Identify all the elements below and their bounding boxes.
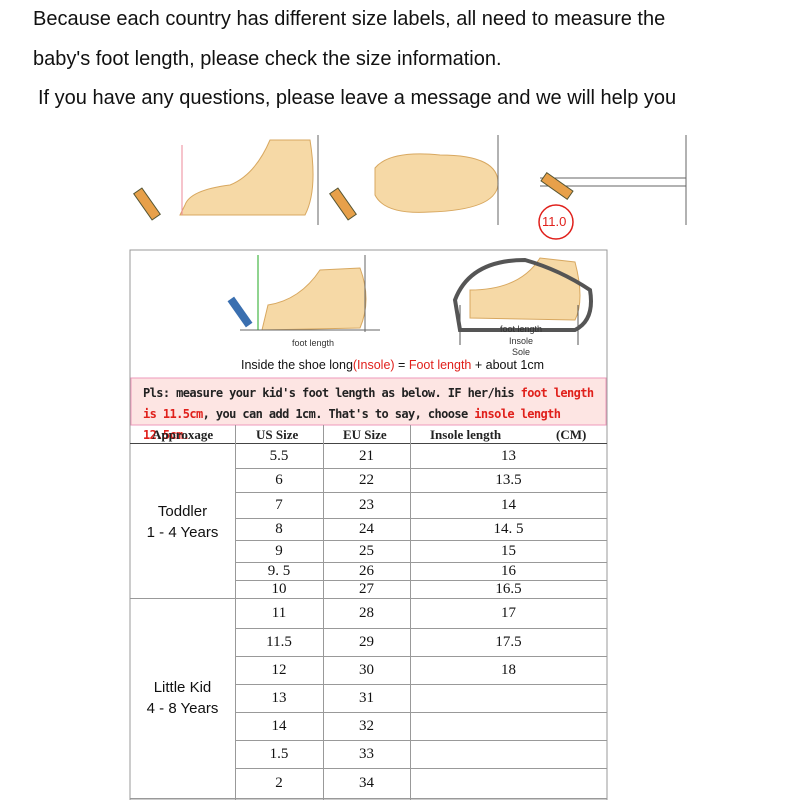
table-cell: 28	[359, 604, 374, 621]
diagram-label: foot length	[292, 338, 335, 348]
table-cell: 25	[359, 542, 374, 559]
rule	[130, 598, 607, 599]
table-header: Insole length	[430, 427, 502, 442]
diagram-label: Insole	[509, 336, 534, 346]
notice-part: insole length 12.5cm.	[143, 407, 561, 442]
table-cell: 24	[359, 520, 374, 537]
table-cell: 9. 5	[267, 562, 291, 579]
table-cell: 13	[501, 448, 516, 464]
diagram-label: Sole	[512, 347, 531, 357]
table-header: EU Size	[343, 427, 387, 442]
rule	[235, 518, 607, 519]
table-cell: 33	[359, 745, 374, 762]
table-cell: 8	[275, 520, 283, 537]
table-cell: 32	[359, 717, 374, 734]
table-cell: 29	[359, 633, 374, 650]
measure-value: 11.0	[542, 214, 567, 229]
table-cell: 11	[271, 604, 287, 621]
group-label: Little Kid 4 - 8 Years	[130, 677, 235, 719]
table-cell: 30	[359, 661, 374, 678]
table-header: (CM)	[556, 427, 587, 442]
notice-part: , you can add 1cm. That's to say, choose	[202, 407, 475, 421]
notice: Pls: measure your kid's foot length as b…	[143, 383, 603, 446]
rule	[130, 798, 607, 799]
rule	[235, 425, 236, 800]
table-cell: 27	[359, 580, 374, 597]
table-cell: 7	[275, 496, 283, 513]
header-line: Because each country has different size …	[33, 8, 666, 30]
rule	[235, 768, 607, 769]
rule	[235, 740, 607, 741]
table-cell: 23	[359, 496, 374, 513]
rule	[235, 562, 607, 563]
table-cell: 12	[271, 661, 287, 678]
table-cell: 26	[359, 562, 374, 579]
diagram-label: foot length	[500, 324, 543, 334]
formula-part: Foot length	[408, 358, 472, 372]
table-cell: 9	[275, 542, 283, 559]
notice-part: Pls: measure your kid's foot length as b…	[143, 386, 521, 400]
formula: Inside the shoe long(Insole) = Foot leng…	[241, 358, 544, 372]
group-label-line: 1 - 4 Years	[146, 523, 219, 541]
table-header: US Size	[256, 427, 299, 442]
table-cell: 14	[501, 496, 516, 513]
rule	[235, 580, 607, 581]
rule	[235, 656, 607, 657]
table-cell: 17	[501, 604, 516, 621]
table-header: Approxage	[152, 427, 214, 442]
table-cell: 21	[359, 448, 374, 464]
table-cell: 13.5	[495, 471, 522, 488]
group-label: Toddler 1 - 4 Years	[130, 501, 235, 543]
formula-part: + about 1cm	[471, 358, 544, 372]
formula-part: (Insole)	[352, 358, 395, 372]
table-cell: 13	[271, 689, 287, 706]
table-cell: 2	[275, 774, 283, 791]
table-cell: 14	[271, 717, 287, 734]
rule	[235, 628, 607, 629]
table-cell: 10	[271, 580, 287, 597]
table-cell: 14. 5	[493, 520, 524, 537]
rule	[235, 540, 607, 541]
table-cell: 11.5	[266, 633, 292, 650]
table-cell: 31	[359, 689, 374, 706]
table-cell: 16.5	[495, 580, 522, 597]
notice-part: foot length is 11.5cm	[143, 386, 594, 421]
table-cell: 18	[501, 661, 516, 678]
rule	[235, 468, 607, 469]
rule	[235, 684, 607, 685]
table-cell: 15	[501, 542, 516, 559]
rule	[235, 712, 607, 713]
group-label-line: Little Kid	[153, 679, 212, 696]
table-cell: 22	[359, 471, 374, 488]
table-cell: 16	[501, 562, 516, 579]
formula-part: Inside the shoe long	[241, 358, 353, 372]
rule	[235, 492, 607, 493]
table-cell: 1.5	[269, 745, 289, 762]
header-line: baby's foot length, please check the siz…	[33, 48, 502, 70]
rule	[323, 425, 324, 800]
rule	[410, 425, 411, 800]
table-cell: 17.5	[495, 633, 522, 650]
rule	[130, 443, 607, 444]
group-label-line: Toddler	[157, 502, 208, 520]
table-cell: 6	[275, 471, 283, 488]
table-cell: 5.5	[269, 448, 289, 464]
header-line: If you have any questions, please leave …	[38, 87, 677, 109]
formula-part: =	[394, 358, 409, 372]
table-cell: 34	[359, 774, 374, 791]
group-label-line: 4 - 8 Years	[146, 700, 219, 717]
